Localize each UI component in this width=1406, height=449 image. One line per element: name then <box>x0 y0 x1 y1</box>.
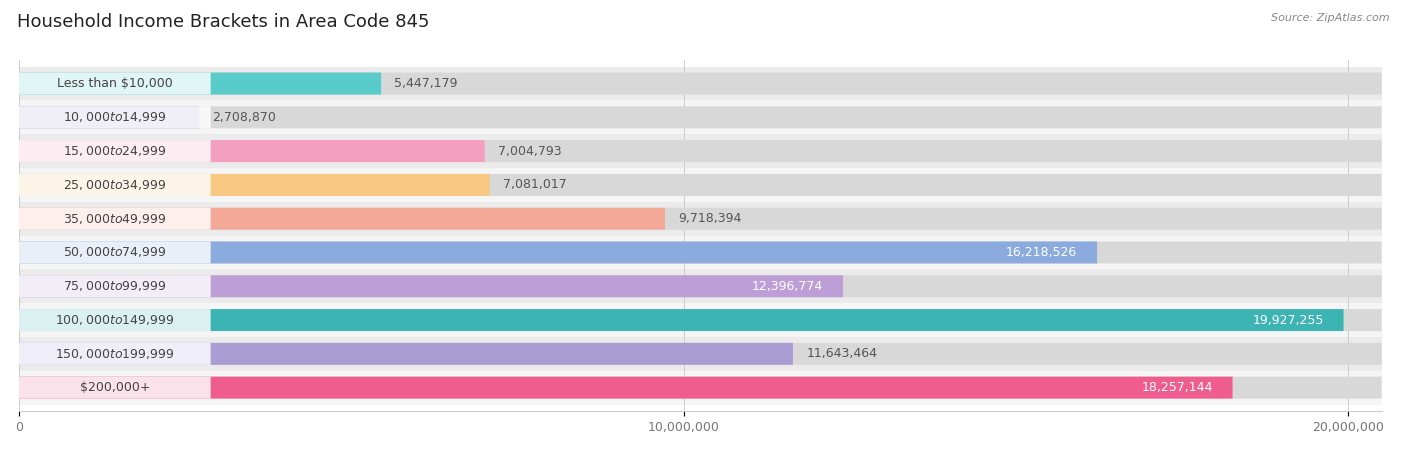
Bar <box>20 269 1382 303</box>
Bar <box>20 66 1382 101</box>
FancyBboxPatch shape <box>20 309 211 331</box>
FancyBboxPatch shape <box>20 275 211 297</box>
Text: 12,396,774: 12,396,774 <box>752 280 823 293</box>
FancyBboxPatch shape <box>20 242 1097 264</box>
Bar <box>20 371 1382 405</box>
Text: $100,000 to $149,999: $100,000 to $149,999 <box>55 313 174 327</box>
Text: $35,000 to $49,999: $35,000 to $49,999 <box>63 211 166 226</box>
Bar <box>20 236 1382 269</box>
FancyBboxPatch shape <box>20 343 1382 365</box>
Text: Source: ZipAtlas.com: Source: ZipAtlas.com <box>1271 13 1389 23</box>
Text: 16,218,526: 16,218,526 <box>1005 246 1077 259</box>
Text: 18,257,144: 18,257,144 <box>1142 381 1212 394</box>
Text: 19,927,255: 19,927,255 <box>1253 313 1323 326</box>
Text: $50,000 to $74,999: $50,000 to $74,999 <box>63 246 166 260</box>
FancyBboxPatch shape <box>20 106 211 128</box>
FancyBboxPatch shape <box>20 140 1382 162</box>
FancyBboxPatch shape <box>20 242 1382 264</box>
FancyBboxPatch shape <box>20 140 211 162</box>
FancyBboxPatch shape <box>20 377 1233 399</box>
Text: $25,000 to $34,999: $25,000 to $34,999 <box>63 178 166 192</box>
FancyBboxPatch shape <box>20 174 489 196</box>
FancyBboxPatch shape <box>20 343 793 365</box>
FancyBboxPatch shape <box>20 106 200 128</box>
FancyBboxPatch shape <box>20 275 1382 297</box>
FancyBboxPatch shape <box>20 174 211 196</box>
FancyBboxPatch shape <box>20 208 1382 230</box>
Text: 7,004,793: 7,004,793 <box>498 145 561 158</box>
Bar <box>20 168 1382 202</box>
FancyBboxPatch shape <box>20 343 211 365</box>
FancyBboxPatch shape <box>20 140 485 162</box>
Text: $75,000 to $99,999: $75,000 to $99,999 <box>63 279 166 293</box>
Text: $15,000 to $24,999: $15,000 to $24,999 <box>63 144 166 158</box>
Bar <box>20 337 1382 371</box>
FancyBboxPatch shape <box>20 73 211 95</box>
Bar <box>20 101 1382 134</box>
Text: 7,081,017: 7,081,017 <box>503 178 567 191</box>
FancyBboxPatch shape <box>20 309 1344 331</box>
FancyBboxPatch shape <box>20 242 211 264</box>
FancyBboxPatch shape <box>20 208 211 230</box>
FancyBboxPatch shape <box>20 106 1382 128</box>
FancyBboxPatch shape <box>20 275 844 297</box>
Text: 9,718,394: 9,718,394 <box>678 212 741 225</box>
Bar <box>20 202 1382 236</box>
FancyBboxPatch shape <box>20 73 1382 95</box>
FancyBboxPatch shape <box>20 208 665 230</box>
Text: Household Income Brackets in Area Code 845: Household Income Brackets in Area Code 8… <box>17 13 429 31</box>
Text: $10,000 to $14,999: $10,000 to $14,999 <box>63 110 166 124</box>
Text: $150,000 to $199,999: $150,000 to $199,999 <box>55 347 174 361</box>
Text: Less than $10,000: Less than $10,000 <box>58 77 173 90</box>
Text: $200,000+: $200,000+ <box>80 381 150 394</box>
Text: 11,643,464: 11,643,464 <box>806 348 877 361</box>
FancyBboxPatch shape <box>20 174 1382 196</box>
Bar <box>20 134 1382 168</box>
FancyBboxPatch shape <box>20 377 1382 399</box>
Text: 2,708,870: 2,708,870 <box>212 111 276 124</box>
Text: 5,447,179: 5,447,179 <box>394 77 458 90</box>
FancyBboxPatch shape <box>20 309 1382 331</box>
FancyBboxPatch shape <box>20 377 211 399</box>
FancyBboxPatch shape <box>20 73 381 95</box>
Bar <box>20 303 1382 337</box>
